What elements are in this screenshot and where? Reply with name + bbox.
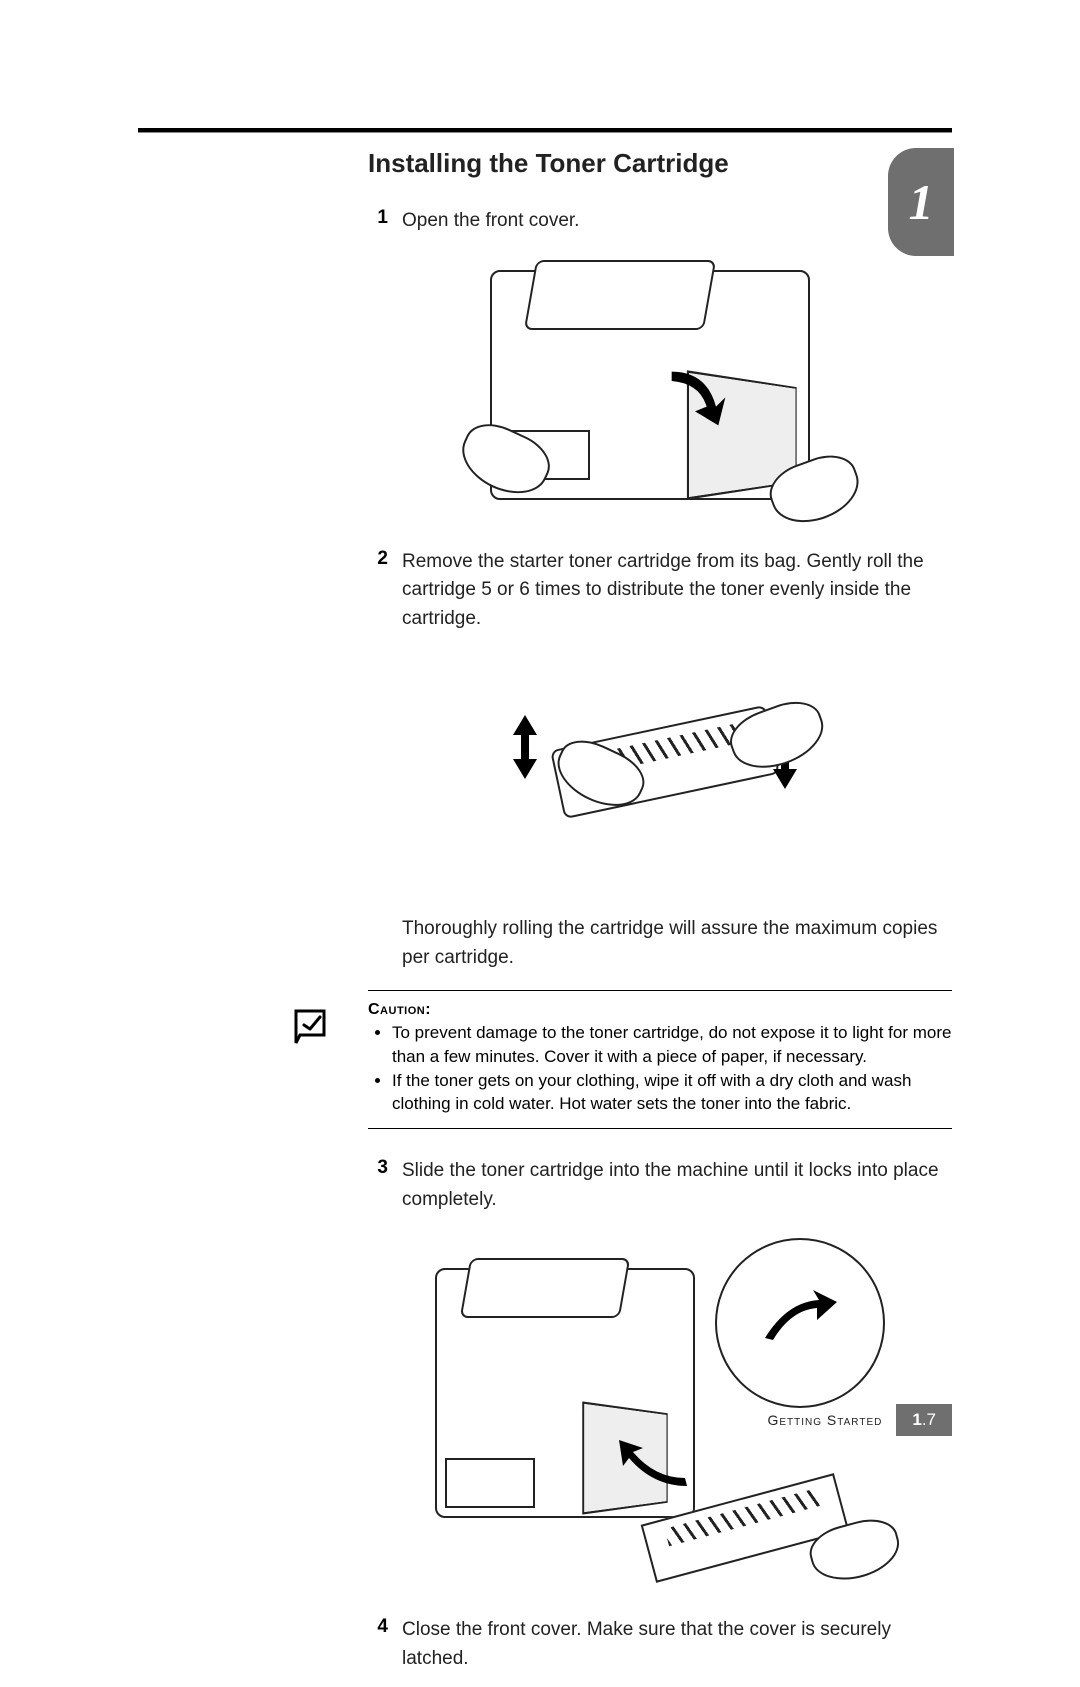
step-3: 3 Slide the toner cartridge into the mac… <box>368 1157 952 1214</box>
step-1-text: Open the front cover. <box>402 207 952 236</box>
caution-item-1: To prevent damage to the toner cartridge… <box>392 1021 952 1069</box>
step-3-text: Slide the toner cartridge into the machi… <box>402 1157 952 1214</box>
step-4: 4 Close the front cover. Make sure that … <box>368 1616 952 1673</box>
footer-page-number: 1.7 <box>896 1404 952 1436</box>
step-4-number: 4 <box>368 1616 402 1673</box>
top-rule <box>138 128 952 132</box>
section-heading: Installing the Toner Cartridge <box>368 148 952 179</box>
caution-label: Caution: <box>368 1001 431 1018</box>
page-footer: Getting Started 1.7 <box>767 1404 952 1436</box>
step-1-number: 1 <box>368 207 402 236</box>
footer-section-label: Getting Started <box>767 1412 882 1428</box>
page-content: Installing the Toner Cartridge 1 Open th… <box>368 148 952 1687</box>
illustration-open-cover <box>470 250 850 530</box>
step-2: 2 Remove the starter toner cartridge fro… <box>368 548 952 634</box>
step-3-number: 3 <box>368 1157 402 1214</box>
step-2-number: 2 <box>368 548 402 634</box>
illustration-roll-cartridge <box>475 647 845 897</box>
caution-item-2: If the toner gets on your clothing, wipe… <box>392 1069 952 1117</box>
step-1: 1 Open the front cover. <box>368 207 952 236</box>
caution-block: Caution: To prevent damage to the toner … <box>368 990 952 1129</box>
step-4-text: Close the front cover. Make sure that th… <box>402 1616 952 1673</box>
step-2-note: Thoroughly rolling the cartridge will as… <box>402 915 952 972</box>
step-2-text: Remove the starter toner cartridge from … <box>402 548 952 634</box>
caution-icon <box>290 1005 334 1049</box>
caution-list: To prevent damage to the toner cartridge… <box>368 1021 952 1116</box>
